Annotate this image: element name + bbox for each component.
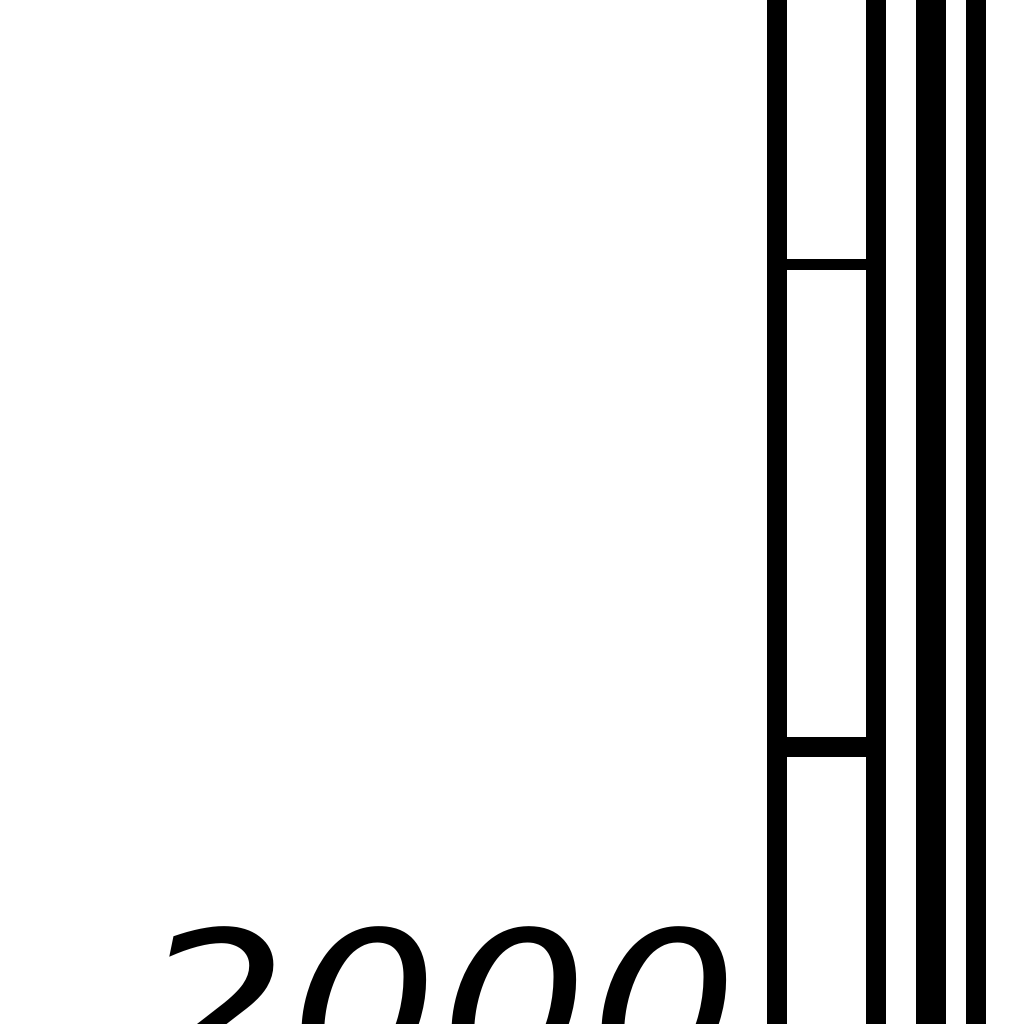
right-rail-line — [866, 0, 886, 1024]
number-label-svg: 2000 — [140, 887, 740, 1024]
lower-crossbar — [787, 737, 866, 757]
thick-border-line — [916, 0, 946, 1024]
number-label-text: 2000 — [140, 887, 740, 1024]
thin-border-line — [966, 0, 986, 1024]
number-label: 2000 — [140, 820, 760, 1024]
left-rail-line — [767, 0, 787, 1024]
upper-crossbar — [787, 259, 866, 270]
